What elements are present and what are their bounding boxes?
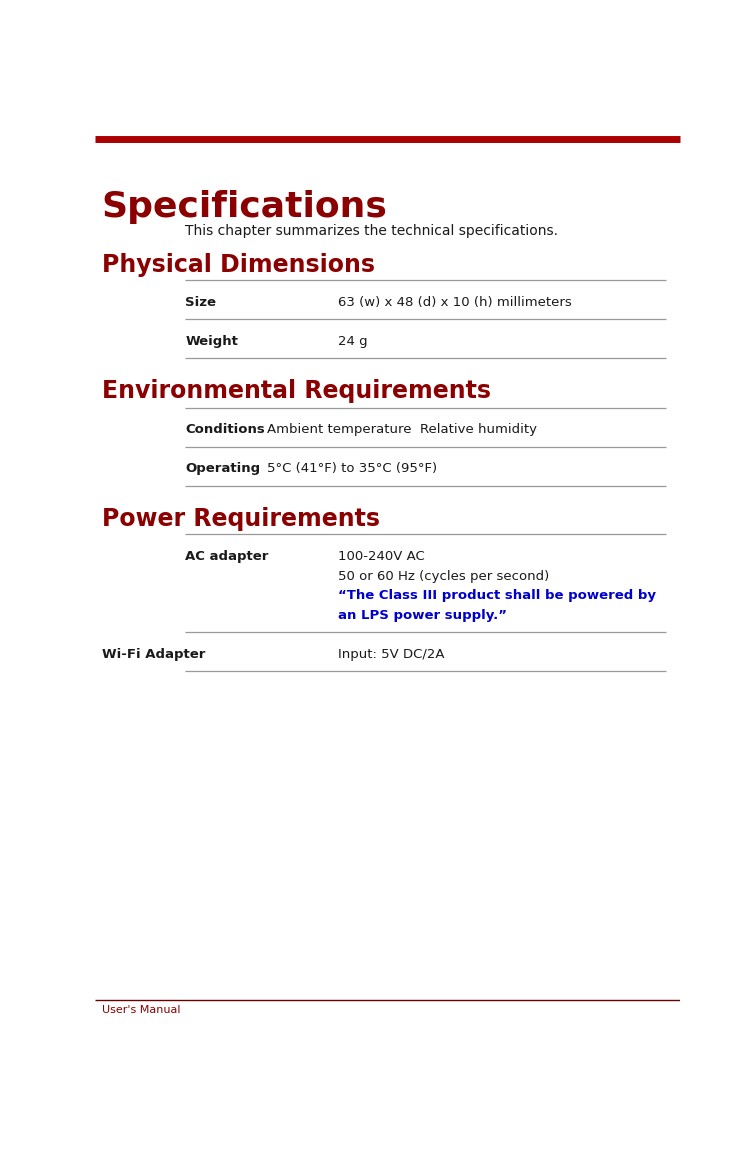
Text: 100-240V AC: 100-240V AC [338, 550, 424, 563]
Text: Ambient temperature: Ambient temperature [268, 424, 412, 436]
Text: Wi-Fi Adapter: Wi-Fi Adapter [101, 648, 205, 661]
Text: “The Class III product shall be powered by: “The Class III product shall be powered … [338, 589, 655, 602]
Text: an LPS power supply.”: an LPS power supply.” [338, 609, 507, 622]
Text: AC adapter: AC adapter [185, 550, 268, 563]
Text: User's Manual: User's Manual [101, 1005, 180, 1015]
Text: Size: Size [185, 296, 216, 308]
Text: Relative humidity: Relative humidity [420, 424, 537, 436]
Text: Power Requirements: Power Requirements [101, 506, 380, 531]
Text: Weight: Weight [185, 335, 238, 348]
Text: Specifications: Specifications [101, 190, 387, 223]
Text: Conditions: Conditions [185, 424, 265, 436]
Text: Operating: Operating [185, 463, 260, 475]
Text: This chapter summarizes the technical specifications.: This chapter summarizes the technical sp… [185, 224, 559, 238]
Text: 63 (w) x 48 (d) x 10 (h) millimeters: 63 (w) x 48 (d) x 10 (h) millimeters [338, 296, 572, 308]
Text: Environmental Requirements: Environmental Requirements [101, 379, 491, 403]
Text: 24 g: 24 g [338, 335, 367, 348]
Text: 5°C (41°F) to 35°C (95°F): 5°C (41°F) to 35°C (95°F) [268, 463, 438, 475]
Text: Input: 5V DC/2A: Input: 5V DC/2A [338, 648, 444, 661]
Text: Physical Dimensions: Physical Dimensions [101, 253, 374, 277]
Text: 50 or 60 Hz (cycles per second): 50 or 60 Hz (cycles per second) [338, 570, 549, 582]
